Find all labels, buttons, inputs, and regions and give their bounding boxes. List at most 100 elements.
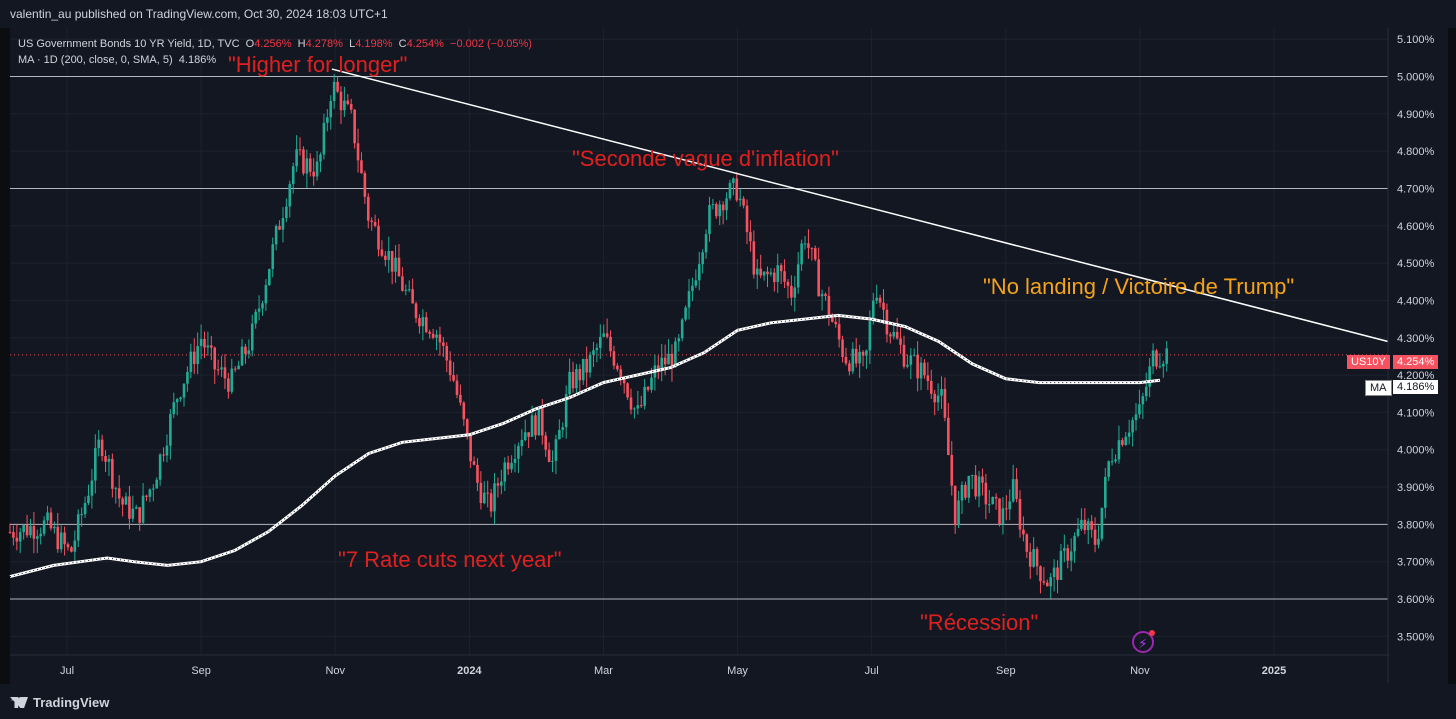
price-tick-label: 3.600% <box>1397 594 1435 606</box>
candle-body <box>1138 404 1141 415</box>
last-price-tag: 4.254% <box>1393 355 1439 369</box>
candle-body <box>1083 519 1087 531</box>
candle-body <box>906 364 909 367</box>
lightning-icon[interactable]: ⚡ <box>1132 630 1155 653</box>
candle-body <box>22 524 25 533</box>
candle-body <box>957 500 960 526</box>
time-tick-label: 2024 <box>457 665 482 677</box>
candle-body <box>329 101 333 118</box>
candle-body <box>29 526 32 536</box>
candle-body <box>83 503 87 515</box>
candle-body <box>87 495 90 504</box>
tradingview-logo[interactable]: TradingView <box>10 695 109 710</box>
candle-body <box>742 198 745 206</box>
candle-body <box>697 264 701 281</box>
candle-body <box>1045 582 1049 587</box>
candle-body <box>192 351 196 365</box>
candle-body <box>807 243 810 248</box>
candle-body <box>950 454 954 486</box>
candle-body <box>227 378 230 392</box>
candle-body <box>111 458 114 489</box>
candle-body <box>1090 521 1093 530</box>
chart-frame[interactable] <box>10 28 1448 684</box>
candle-body <box>298 149 302 151</box>
candle-body <box>56 526 60 550</box>
candle-body <box>837 324 841 340</box>
candle-body <box>46 512 49 521</box>
candle-body <box>1134 414 1138 421</box>
price-tick-label: 3.700% <box>1397 557 1435 569</box>
candle-body <box>1165 348 1169 364</box>
candle-body <box>547 449 551 462</box>
candle-body <box>1049 577 1053 587</box>
price-tick-label: 4.000% <box>1397 445 1435 457</box>
candle-body <box>755 268 759 275</box>
annotation-seconde-vague: "Seconde vague d'inflation" <box>572 146 839 171</box>
candle-body <box>581 358 585 381</box>
candle-body <box>271 244 275 270</box>
candle-body <box>520 440 524 447</box>
candle-body <box>933 393 936 403</box>
candle-body <box>848 363 851 372</box>
candle-body <box>8 531 12 533</box>
candle-body <box>834 321 838 325</box>
candle-body <box>407 289 411 291</box>
candle-body <box>1117 440 1121 460</box>
candle-body <box>390 250 394 272</box>
candle-body <box>233 368 237 370</box>
candles <box>8 73 1169 599</box>
candle-body <box>871 300 875 322</box>
candle-body <box>595 347 599 351</box>
candle-body <box>786 281 790 286</box>
candle-body <box>401 276 404 291</box>
candle-body <box>32 526 36 539</box>
candle-body <box>841 339 844 358</box>
candle-body <box>274 226 278 245</box>
candle-body <box>223 367 227 379</box>
candle-body <box>878 297 882 303</box>
candle-body <box>513 458 517 463</box>
candle-body <box>66 544 70 548</box>
candle-body <box>397 257 401 277</box>
time-tick-label: Jul <box>60 665 74 677</box>
candle-body <box>998 498 1001 525</box>
candle-body <box>1110 461 1114 463</box>
candle-body <box>639 405 643 407</box>
candle-body <box>107 458 111 462</box>
candle-body <box>94 448 97 481</box>
trendline <box>331 68 1389 343</box>
candle-body <box>592 350 595 355</box>
candle-body <box>63 532 66 545</box>
candle-body <box>865 350 868 356</box>
candle-body <box>1162 363 1165 367</box>
candle-body <box>882 302 885 310</box>
legend-close: 4.254% <box>406 38 444 50</box>
candle-body <box>537 407 541 436</box>
candle-body <box>616 365 619 370</box>
candle-body <box>1144 386 1148 397</box>
publish-text: valentin_au published on TradingView.com… <box>10 7 388 21</box>
candle-body <box>186 371 189 384</box>
legend-change: −0.002 (−0.05%) <box>450 38 532 50</box>
candle-body <box>220 367 223 370</box>
candle-body <box>319 154 322 162</box>
candle-body <box>486 492 489 494</box>
ma-tag-label: MA <box>1370 382 1387 394</box>
candle-body <box>459 394 462 403</box>
candle-body <box>100 439 104 457</box>
candle-body <box>503 462 507 482</box>
footer-bar: TradingView <box>0 684 1456 719</box>
candle-body <box>728 182 732 199</box>
candle-body <box>482 492 486 503</box>
candle-body <box>916 354 919 379</box>
candle-body <box>25 524 29 536</box>
candle-body <box>936 395 940 403</box>
candle-body <box>769 272 773 275</box>
candle-body <box>285 206 288 219</box>
candle-body <box>165 445 169 456</box>
candle-body <box>90 480 94 496</box>
candle-body <box>987 504 991 506</box>
candle-body <box>633 408 636 410</box>
candle-body <box>605 333 609 337</box>
